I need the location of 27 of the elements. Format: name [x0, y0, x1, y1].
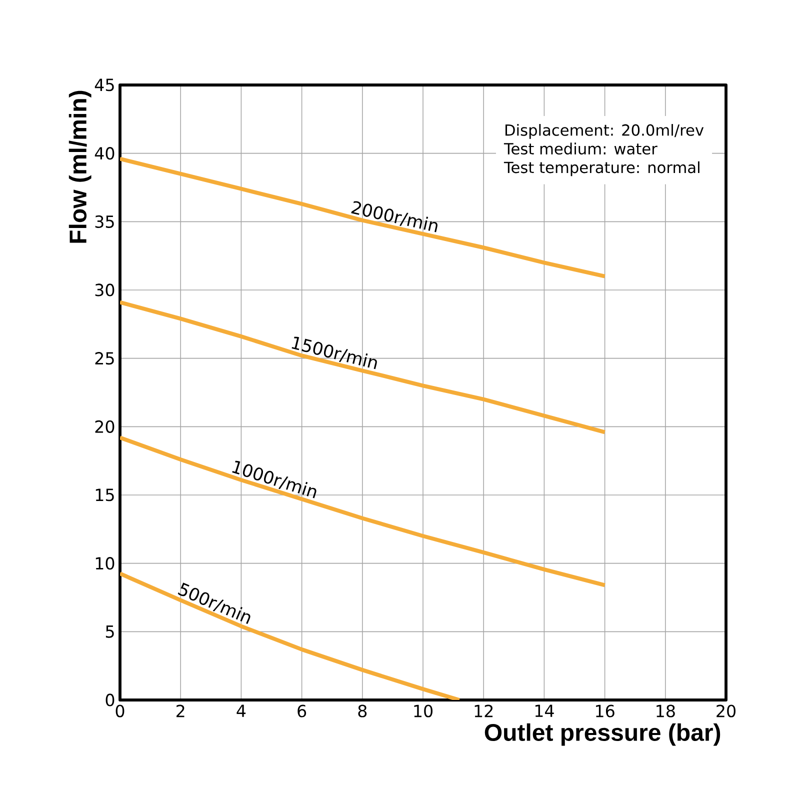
annotation: Displacement: 20.0ml/rev — [505, 124, 704, 139]
x-tick-label: 18 — [656, 704, 675, 718]
y-tick-label: 35 — [95, 215, 114, 228]
y-tick-label: 20 — [95, 420, 114, 433]
x-tick-label: 12 — [474, 704, 493, 718]
y-tick-label: 0 — [106, 694, 114, 706]
x-tick-label: 8 — [358, 704, 367, 718]
y-tick-label: 25 — [95, 352, 114, 365]
y-tick-label: 10 — [96, 557, 114, 570]
annotation: Test temperature: normal — [504, 161, 700, 176]
line-series — [120, 572, 462, 700]
y-tick-label: 45 — [94, 78, 114, 92]
y-tick-label: 30 — [95, 284, 114, 296]
y-axis-title: Flow (ml/min) — [68, 90, 92, 243]
annotation: Test medium: water — [504, 142, 658, 155]
y-tick-label: 15 — [96, 488, 114, 502]
x-axis-title: Outlet pressure (bar) — [484, 723, 720, 746]
x-tick-label: 2 — [176, 704, 184, 718]
y-tick-label: 5 — [106, 625, 114, 638]
x-tick-label: 20 — [716, 704, 736, 718]
x-tick-label: 4 — [236, 704, 246, 717]
y-tick-label: 40 — [94, 147, 114, 160]
x-tick-label: 6 — [298, 704, 306, 718]
x-tick-label: 16 — [596, 704, 614, 718]
x-tick-label: 0 — [116, 704, 124, 718]
x-tick-label: 14 — [535, 704, 554, 717]
x-tick-label: 10 — [414, 704, 432, 718]
